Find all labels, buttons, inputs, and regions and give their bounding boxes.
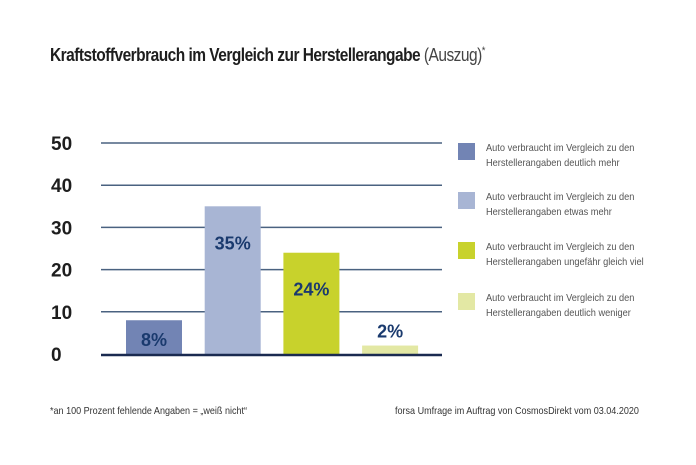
gridlines: [101, 142, 442, 313]
legend-swatch: [458, 143, 475, 160]
bar: [126, 320, 182, 354]
legend-swatch: [458, 192, 475, 209]
y-tick-label: 30: [51, 218, 72, 239]
chart-title-suffix: (Auszug): [423, 45, 482, 65]
chart-title-marker: *: [481, 45, 486, 57]
legend-swatch: [458, 293, 475, 310]
legend-swatch: [458, 242, 475, 259]
bar: [204, 206, 261, 354]
bars: [126, 206, 419, 354]
bar-data-labels: 8% 35% 24% 2%: [141, 233, 403, 350]
bar: [283, 252, 340, 354]
footnote: *an 100 Prozent fehlende Angaben = „weiß…: [50, 405, 248, 417]
legend-label: Auto verbraucht im Vergleich zu den Herst…: [486, 191, 635, 218]
bar-data-label: 2%: [377, 322, 403, 342]
chart-title-main: Kraftstoffverbrauch im Vergleich zur Her…: [50, 45, 421, 65]
legend-label: Auto verbraucht im Vergleich zu den Herst…: [486, 292, 635, 319]
bar-data-label: 24%: [293, 280, 329, 300]
legend-label: Auto verbraucht im Vergleich zu den Herst…: [486, 142, 635, 169]
chart-title: Kraftstoffverbrauch im Vergleich zur Her…: [50, 45, 485, 66]
y-axis-ticks: 0 10 20 30 40 50: [51, 134, 72, 366]
bar-data-label: 35%: [215, 233, 251, 253]
source-note: forsa Umfrage im Auftrag von CosmosDirek…: [395, 405, 639, 417]
legend-label: Auto verbraucht im Vergleich zu den Herst…: [486, 241, 644, 268]
y-tick-label: 10: [51, 303, 72, 324]
y-tick-label: 50: [51, 134, 72, 155]
bar: [362, 345, 419, 354]
y-tick-label: 20: [51, 261, 72, 282]
y-tick-label: 0: [51, 345, 62, 366]
y-tick-label: 40: [51, 176, 72, 197]
bar-data-label: 8%: [141, 330, 167, 350]
